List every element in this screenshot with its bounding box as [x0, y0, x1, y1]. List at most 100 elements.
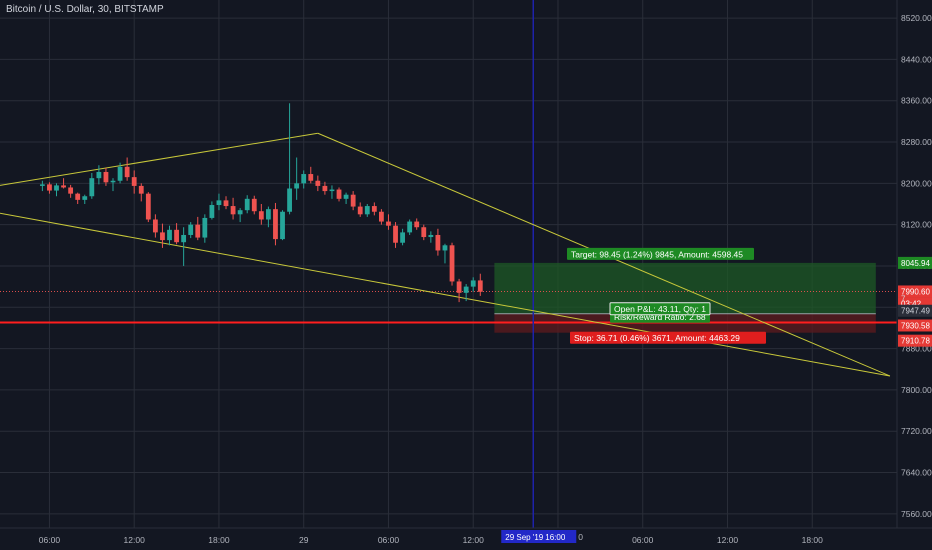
price-tick-label: 8200.00	[901, 178, 932, 188]
time-tick-label: 18:00	[208, 535, 230, 545]
price-tick-label: 7880.00	[901, 344, 932, 354]
risk-reward-label: Risk/Reward Ratio: 2.68	[614, 312, 706, 322]
candle-body	[54, 185, 59, 191]
time-tag-box	[501, 530, 577, 543]
stop-price-tag-box	[898, 334, 932, 347]
time-tick-label: 12:00	[717, 535, 739, 545]
price-tick-label: 8120.00	[901, 220, 932, 230]
candle-body	[216, 200, 222, 206]
countdown-tag: 03:42	[901, 299, 922, 308]
candle-body	[470, 280, 476, 287]
candle-body	[322, 185, 328, 192]
candle-body	[442, 245, 448, 251]
candle-body	[167, 229, 172, 241]
time-tick-label: 06:00	[632, 535, 654, 545]
candle-body	[174, 229, 179, 243]
candle-body	[209, 205, 215, 218]
candle-body	[61, 185, 66, 188]
price-tick-label: 8440.00	[901, 54, 932, 64]
candle-body	[343, 194, 349, 199]
target-price-tag-box	[898, 256, 932, 269]
candle-body	[251, 198, 257, 212]
symbol-title: Bitcoin / U.S. Dollar, 30, BITSTAMP	[6, 4, 164, 15]
trendline	[0, 212, 891, 377]
candle-body	[414, 221, 420, 228]
price-tick-label: 7720.00	[901, 426, 932, 436]
target-price-tag: 8045.94	[901, 259, 930, 268]
candle-body	[435, 234, 441, 251]
candle-body	[301, 174, 307, 184]
secondary-price-tag: 7930.58	[901, 321, 930, 330]
open-pnl-label-box	[609, 302, 711, 316]
candle-body	[124, 166, 130, 178]
candle-body	[287, 188, 292, 212]
price-tick-label: 8520.00	[901, 13, 932, 23]
candle-body	[138, 185, 144, 194]
candle-body	[336, 189, 342, 199]
candle-body	[110, 180, 116, 183]
stop-label: Stop: 36.71 (0.46%) 3671, Amount: 4463.2…	[574, 333, 740, 343]
price-tick-label: 7800.00	[901, 385, 932, 395]
candle-body	[188, 224, 194, 235]
candle-body	[237, 210, 243, 215]
time-tick-label: 06:00	[378, 535, 400, 545]
time-tick-label: 12:00	[124, 535, 146, 545]
candle-body	[244, 198, 250, 211]
current-price-tag: 7990.60	[901, 287, 930, 296]
stop-label-box	[570, 331, 766, 344]
candle-body	[280, 211, 285, 240]
target-label-box	[567, 247, 754, 260]
time-tick-label: 06:00	[39, 535, 61, 545]
secondary-price-tag-box	[898, 319, 932, 332]
price-axis-background	[897, 0, 932, 550]
candle-body	[181, 234, 187, 243]
candle-body	[258, 211, 264, 220]
candle-body	[364, 206, 370, 215]
candle-body	[103, 171, 109, 183]
candle-body	[117, 166, 123, 181]
candle-body	[96, 171, 102, 179]
candle-body	[393, 225, 398, 243]
candle-body	[350, 194, 356, 207]
entry-price-tag: 7947.49	[901, 307, 930, 316]
candle-body	[223, 200, 229, 207]
candle-body	[131, 177, 137, 186]
entry-price-tag-box	[898, 304, 932, 317]
candle-body	[265, 209, 271, 220]
candle-body	[329, 189, 335, 192]
candlestick-series	[39, 103, 483, 303]
candle-body	[308, 174, 314, 181]
current-price-tag-box	[898, 285, 932, 298]
candle-body	[47, 184, 52, 191]
open-pnl-label: Open P&L: 43.11, Qty: 1	[614, 304, 706, 314]
time-tick-label: 18:00	[802, 535, 824, 545]
candle-body	[39, 184, 45, 186]
price-tick-label: 8360.00	[901, 96, 932, 106]
candle-body	[407, 221, 413, 233]
candle-body	[75, 193, 81, 200]
candle-body	[456, 281, 462, 293]
position-zones	[0, 0, 897, 528]
candle-body	[421, 227, 427, 238]
time-tick-label: 12:00	[463, 535, 485, 545]
candle-body	[477, 280, 483, 292]
candle-body	[145, 193, 151, 220]
candle-body	[371, 206, 377, 212]
candle-body	[68, 187, 74, 194]
price-tick-label: 7560.00	[901, 509, 932, 519]
candle-body	[89, 178, 95, 197]
candle-body	[386, 221, 391, 226]
candle-body	[463, 286, 469, 293]
candle-body	[195, 224, 201, 238]
candle-body	[428, 234, 434, 238]
partial-price-label: 7	[901, 295, 906, 304]
candle-body	[82, 196, 88, 200]
trendline	[0, 132, 318, 186]
candle-body	[379, 211, 384, 222]
time-tag-date: 29 Sep '19	[505, 533, 544, 542]
target-label: Target: 98.45 (1.24%) 9845, Amount: 4598…	[571, 249, 743, 259]
position-overlays: Target: 98.45 (1.24%) 9845, Amount: 4598…	[567, 247, 766, 344]
price-tick-label: 8280.00	[901, 137, 932, 147]
